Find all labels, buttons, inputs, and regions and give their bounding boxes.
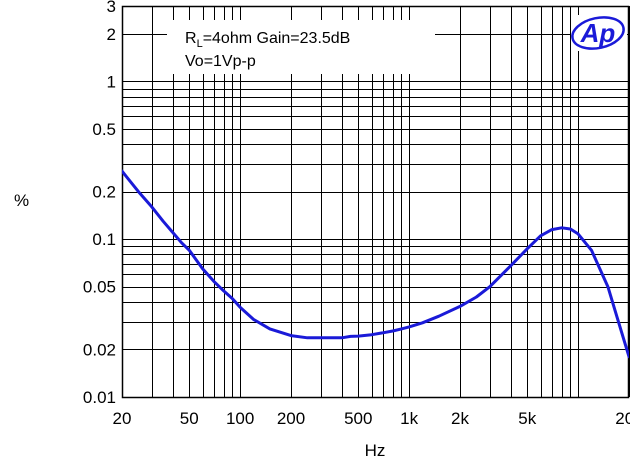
x-tick-label: 2k (451, 409, 469, 428)
ap-logo-ring (571, 16, 625, 50)
series-layer (122, 169, 629, 359)
series-line (122, 169, 629, 359)
y-tick-label: 0.05 (83, 278, 116, 297)
x-tick-labels: 20 50 100 200 500 1k 2k 5k 20k (113, 409, 630, 428)
y-axis-title: % (14, 191, 29, 210)
plot-frame (121, 5, 630, 399)
x-tick-label: 50 (180, 409, 199, 428)
y-tick-label: 2 (107, 25, 116, 44)
x-axis-title: Hz (365, 441, 386, 460)
x-tick-label: 1k (400, 409, 418, 428)
y-tick-label: 0.1 (92, 230, 116, 249)
x-tick-label: 100 (226, 409, 254, 428)
y-tick-label: 0.5 (92, 120, 116, 139)
x-tick-label: 200 (277, 409, 305, 428)
y-tick-label: 0.02 (83, 340, 116, 359)
annotation-r: R (185, 30, 197, 47)
annotation-box: RL=4ohm Gain=23.5dB Vo=1Vp-p (167, 20, 435, 74)
x-tick-label: 20k (615, 409, 630, 428)
x-tick-label: 5k (518, 409, 536, 428)
annotation-line-2: Vo=1Vp-p (185, 53, 256, 70)
ap-logo: Ap (571, 15, 627, 51)
annotation-rest: =4ohm Gain=23.5dB (203, 30, 351, 47)
x-tick-label: 500 (344, 409, 372, 428)
y-tick-label: 1 (107, 72, 116, 91)
ap-logo-text: Ap (580, 18, 616, 48)
y-tick-label: 0.2 (92, 183, 116, 202)
y-tick-label: 3 (107, 0, 116, 16)
annotation-line-1: RL=4ohm Gain=23.5dB (185, 30, 350, 50)
y-tick-label: 0.01 (83, 388, 116, 407)
x-tick-label: 20 (113, 409, 132, 428)
annotation-background (167, 20, 435, 74)
annotation-subscript: L (197, 38, 203, 50)
y-tick-labels: 0.01 0.02 0.05 0.1 0.2 0.5 1 2 3 (83, 0, 116, 407)
